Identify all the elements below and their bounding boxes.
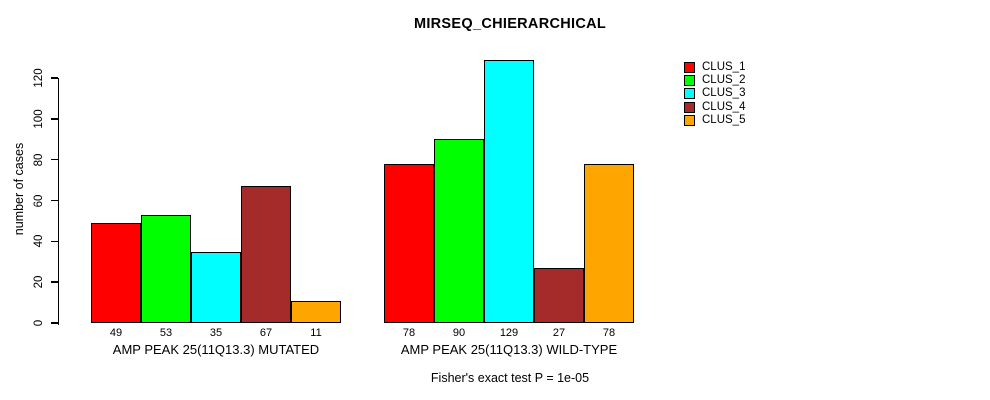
y-axis-tick (50, 158, 58, 161)
bar-value-label: 49 (109, 327, 123, 339)
bar-clus_3 (191, 251, 241, 323)
y-axis-tick-label: 80 (33, 153, 45, 167)
bar-clus_1 (91, 222, 141, 323)
legend-item-label: CLUS_5 (702, 113, 746, 126)
legend-item: CLUS_3 (684, 87, 746, 100)
bar-clus_5 (291, 300, 341, 323)
y-axis-tick-label: 20 (33, 275, 45, 289)
legend-item: CLUS_5 (684, 113, 746, 126)
chart-title: MIRSEQ_CHIERARCHICAL (413, 16, 607, 32)
legend-item-label: CLUS_3 (702, 87, 746, 100)
bar-clus_1 (384, 163, 434, 323)
bar-value-label: 90 (452, 327, 466, 339)
bar-value-label: 67 (259, 327, 273, 339)
y-axis-tick (50, 322, 58, 324)
bar-clus_4 (241, 186, 291, 323)
legend: CLUS_1 CLUS_2 CLUS_3 CLUS_4 CLUS_5 (684, 61, 746, 126)
bar-value-label: 129 (499, 327, 519, 339)
y-axis-tick-label: 120 (33, 68, 45, 88)
legend-swatch-clus_4 (684, 101, 695, 113)
legend-item: CLUS_1 (684, 61, 746, 73)
x-group-label: AMP PEAK 25(11Q13.3) WILD-TYPE (400, 342, 618, 357)
y-axis-tick-label: 60 (33, 194, 45, 207)
y-axis-tick (50, 118, 58, 120)
bar-value-label: 78 (602, 327, 616, 339)
bar-clus_2 (434, 139, 484, 323)
x-group-label: AMP PEAK 25(11Q13.3) MUTATED (112, 342, 320, 357)
y-axis-label: number of cases (12, 142, 26, 236)
legend-item: CLUS_2 (684, 74, 746, 87)
bar-clus_4 (534, 267, 584, 323)
bar-value-label: 27 (552, 327, 566, 339)
bar-clus_5 (584, 163, 634, 323)
bar-value-label: 53 (159, 327, 173, 339)
legend-swatch-clus_3 (684, 88, 695, 100)
legend-swatch-clus_2 (684, 75, 695, 87)
y-axis-tick (50, 281, 58, 283)
legend-item-label: CLUS_2 (702, 74, 746, 87)
bar-clus_3 (484, 59, 534, 323)
y-axis-tick-label: 0 (33, 319, 45, 327)
y-axis-tick (50, 77, 58, 79)
y-axis-tick (50, 240, 58, 243)
legend-item-label: CLUS_4 (702, 100, 746, 113)
y-axis-tick (50, 199, 58, 202)
y-axis-tick-label: 100 (33, 109, 45, 129)
legend-swatch-clus_5 (684, 114, 695, 126)
annotation-fisher-test: Fisher's exact test P = 1e-05 (430, 371, 590, 385)
bar-value-label: 35 (209, 327, 223, 339)
bar-clus_2 (141, 214, 191, 323)
legend-item-label: CLUS_1 (702, 61, 746, 73)
legend-swatch-clus_1 (684, 62, 695, 73)
bar-value-label: 11 (310, 327, 322, 339)
bar-value-label: 78 (402, 327, 416, 339)
legend-item: CLUS_4 (684, 100, 746, 113)
y-axis-tick-label: 40 (33, 234, 45, 248)
y-axis-line (57, 78, 59, 325)
